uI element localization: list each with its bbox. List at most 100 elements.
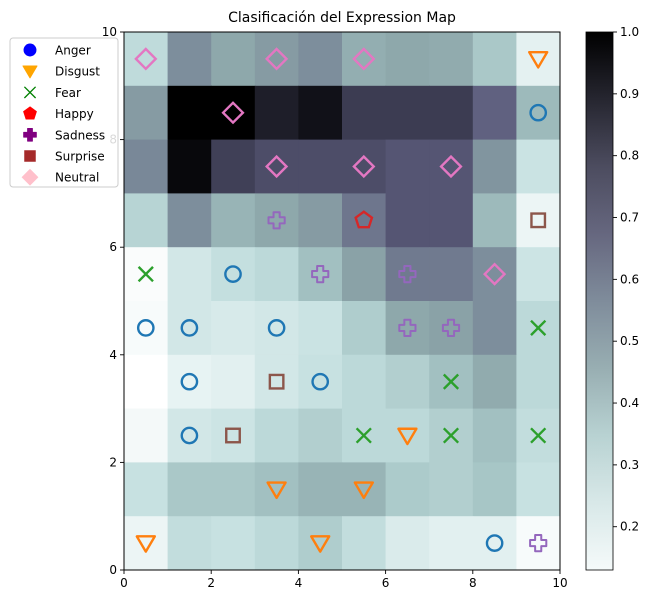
legend-label: Fear <box>55 86 81 100</box>
colorbar-ticks: 0.2 0.3 0.4 0.5 0.6 0.7 0.8 0.9 1.0 <box>613 25 639 534</box>
heatmap-cell <box>385 193 430 248</box>
marker-anger <box>311 372 330 391</box>
legend-entry-neutral: Neutral <box>21 168 99 186</box>
heatmap-cell <box>385 354 430 410</box>
legend-marker-surprise <box>24 150 36 162</box>
marker-neutral <box>483 262 507 286</box>
heatmap-cell <box>167 139 212 194</box>
marker-anger <box>224 265 242 283</box>
y-tick-label: 0 <box>109 563 117 577</box>
heatmap-cell <box>254 247 299 302</box>
legend-marker-disgust <box>22 65 38 79</box>
marker-disgust <box>528 50 549 69</box>
heatmap-cell <box>211 139 256 194</box>
marker-fear <box>355 427 372 444</box>
heatmap-cell <box>516 85 561 141</box>
heatmap-cell <box>254 354 299 410</box>
marker-fear <box>137 266 154 283</box>
colorbar-tick-label: 0.3 <box>620 458 639 472</box>
legend-entry-anger: Anger <box>23 43 91 58</box>
heatmap-cell <box>211 193 256 248</box>
marker-fear <box>442 373 460 390</box>
heatmap-cell <box>429 301 474 356</box>
heatmap-cell <box>429 32 474 87</box>
legend-entry-disgust: Disgust <box>22 65 100 79</box>
colorbar-tick-label: 1.0 <box>620 25 639 39</box>
marker-surprise <box>530 212 547 229</box>
marker-disgust <box>310 535 331 553</box>
heatmap-cell <box>298 516 343 571</box>
heatmap-cell <box>124 462 169 517</box>
legend-entry-sadness: Sadness <box>23 128 105 142</box>
marker-neutral <box>265 47 289 71</box>
heatmap-cell <box>342 85 387 141</box>
heatmap-cell <box>472 193 517 248</box>
legend-entry-surprise: Surprise <box>24 150 105 164</box>
heatmap-cell <box>298 301 343 356</box>
heatmap-cell <box>298 247 343 302</box>
heatmap-cell <box>298 193 343 248</box>
colorbar-tick-label: 0.5 <box>620 334 639 348</box>
heatmap-cell <box>254 301 299 356</box>
heatmap-cell <box>385 408 430 463</box>
marker-disgust <box>266 481 287 500</box>
heatmap-cell <box>516 354 561 410</box>
heatmap-cell <box>124 139 169 194</box>
marker-neutral <box>352 154 376 179</box>
marker-anger <box>136 319 155 337</box>
legend-label: Disgust <box>55 65 100 79</box>
heatmap-cell <box>254 408 299 463</box>
marker-disgust <box>397 427 418 446</box>
heatmap-cell <box>211 462 256 517</box>
heatmap-cell <box>167 301 212 356</box>
heatmap-cell <box>298 408 343 463</box>
heatmap-cell <box>124 354 169 410</box>
heatmap-cell <box>167 462 212 517</box>
heatmap-cell <box>254 193 299 248</box>
heatmap-cell <box>211 247 256 302</box>
colorbar-gradient <box>585 31 614 571</box>
heatmap-cell <box>167 516 212 571</box>
x-tick-label: 8 <box>469 576 477 590</box>
heatmap-cell <box>167 85 212 141</box>
marker-sadness <box>398 265 417 284</box>
heatmap-cell <box>124 301 169 356</box>
heatmap-cell <box>385 32 430 87</box>
heatmap-cell <box>429 139 474 194</box>
heatmap-cell <box>472 516 517 571</box>
x-tick-label: 10 <box>552 576 567 590</box>
heatmap-cell <box>211 301 256 356</box>
marker-sadness <box>441 318 461 337</box>
colorbar-tick-label: 0.2 <box>620 520 639 534</box>
heatmap-cell <box>211 32 256 87</box>
marker-anger <box>180 426 199 445</box>
heatmap-cells <box>124 32 561 571</box>
x-tick-label: 6 <box>382 576 390 590</box>
heatmap-cell <box>298 354 343 410</box>
heatmap-cell <box>516 516 561 571</box>
plot-frame <box>123 31 561 571</box>
heatmap-cell <box>342 193 387 248</box>
marker-surprise <box>225 427 241 444</box>
heatmap-cell <box>516 139 561 194</box>
heatmap-cell <box>516 247 561 302</box>
legend-label: Neutral <box>55 171 99 185</box>
heatmap-cell <box>167 354 212 410</box>
heatmap-cell <box>254 32 299 87</box>
legend-entry-fear: Fear <box>23 86 81 100</box>
marker-surprise <box>268 373 285 390</box>
heatmap-cell <box>472 85 517 141</box>
heatmap-cell <box>167 193 212 248</box>
heatmap-cell <box>385 462 430 517</box>
marker-fear <box>530 319 547 336</box>
legend-marker-anger <box>23 43 37 57</box>
heatmap-cell <box>167 247 212 302</box>
legend: Anger Disgust Fear Happy Sadness Surprise Neut… <box>9 37 119 188</box>
x-tick-label: 0 <box>120 576 128 590</box>
x-tick-label: 4 <box>295 576 303 590</box>
heatmap-cell <box>211 516 256 571</box>
marker-sadness <box>267 211 286 230</box>
heatmap-cell <box>516 193 561 248</box>
legend-label: Sadness <box>55 128 105 142</box>
colorbar-tick-label: 0.7 <box>620 211 639 225</box>
